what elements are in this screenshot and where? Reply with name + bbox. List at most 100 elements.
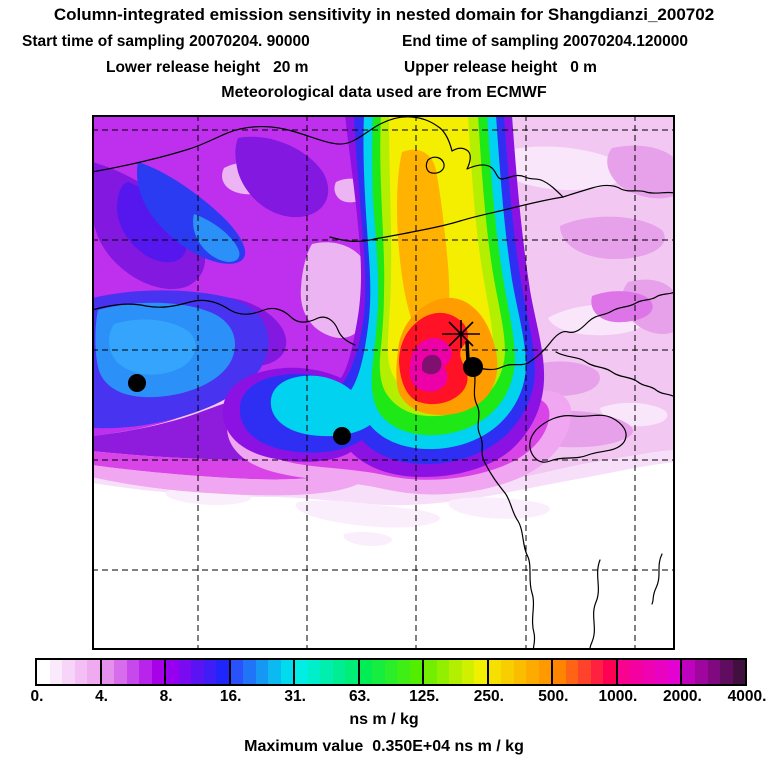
contour-patch-24 — [193, 214, 240, 262]
colorbar-cell — [114, 660, 127, 684]
colorbar-cell — [216, 660, 229, 684]
pale-patch — [496, 146, 628, 191]
receptor-stem — [465, 340, 470, 362]
colorbar-cell — [87, 660, 100, 684]
map-svg — [92, 115, 675, 650]
colorbar-tick-label: 31. — [284, 688, 306, 705]
coastline — [651, 553, 663, 605]
map-frame — [92, 115, 675, 650]
station-markers — [128, 320, 483, 445]
colorbar-segment — [293, 660, 358, 684]
colorbar-cell — [461, 660, 475, 684]
contour-column-warm — [397, 149, 450, 324]
met-source-label: Meteorological data used are from ECMWF — [221, 84, 547, 101]
colorbar-cell — [682, 660, 695, 684]
south-fringe-pink — [93, 465, 367, 496]
coastline — [555, 351, 674, 398]
colorbar-segment — [551, 660, 616, 684]
receptor-star-icon — [448, 321, 474, 347]
start-time-label: Start time of sampling 20070204. 90000 — [22, 33, 310, 50]
colorbar-cell — [720, 660, 733, 684]
sensitivity-map — [92, 115, 675, 650]
colorbar-cell — [178, 660, 192, 684]
colorbar-cell — [590, 660, 604, 684]
colorbar-segment — [37, 660, 100, 684]
colorbar-tick-label: 16. — [219, 688, 242, 705]
colorbar-segment — [228, 660, 294, 684]
colorbar-cell — [501, 660, 514, 684]
colorbar-cell — [603, 660, 616, 684]
colorbar-segment — [357, 660, 423, 684]
colorbar-cell — [295, 660, 308, 684]
colorbar-tick-label: 8. — [159, 688, 173, 705]
pale-wisp — [448, 497, 550, 519]
colorbar-cell — [74, 660, 88, 684]
colorbar-segment — [422, 660, 487, 684]
map-field — [93, 116, 674, 649]
border-line — [93, 299, 356, 346]
colorbar-cell — [630, 660, 643, 684]
colorbar-tick-label: 2000. — [663, 688, 702, 705]
colorbar-cell — [126, 660, 140, 684]
colorbar-cell — [280, 660, 294, 684]
colorbar-cell — [62, 660, 75, 684]
colorbar-units: ns m / kg — [349, 711, 419, 728]
pale-wisp — [295, 500, 440, 528]
contour-patch-12 — [116, 182, 187, 263]
colorbar-tick-label: 250. — [473, 688, 504, 705]
colorbar-tick-label: 0. — [30, 688, 44, 705]
colorbar-cell — [372, 660, 385, 684]
colorbar-cell — [565, 660, 579, 684]
colorbar-tick-label: 4000. — [727, 688, 767, 705]
mauve-patch — [560, 216, 665, 260]
colorbar-cell — [139, 660, 152, 684]
contour-core-max — [422, 354, 442, 375]
colorbar-cell — [359, 660, 373, 684]
station-dot — [333, 427, 351, 445]
graticule — [93, 116, 674, 649]
mauve-dark-patch — [591, 291, 653, 323]
colorbar-cell — [449, 660, 462, 684]
peninsula-outline — [529, 414, 627, 463]
colorbar-cell — [166, 660, 179, 684]
colorbar-cell — [345, 660, 358, 684]
colorbar-cell — [513, 660, 527, 684]
colorbar-segment — [164, 660, 229, 684]
colorbar-cell — [642, 660, 656, 684]
colorbar-tick-label: 4. — [95, 688, 108, 705]
colorbar-cell — [101, 660, 115, 684]
colorbar-segment — [615, 660, 681, 684]
colorbar-cell — [203, 660, 217, 684]
coastline — [472, 367, 536, 649]
coastline — [472, 291, 674, 371]
colorbar-cell — [617, 660, 631, 684]
colorbar-cell — [667, 660, 681, 684]
colorbar-cell — [526, 660, 539, 684]
colorbar-cell — [397, 660, 410, 684]
end-time-label: End time of sampling 20070204.120000 — [402, 33, 689, 50]
colorbar-cell — [230, 660, 244, 684]
colorbar-segment — [486, 660, 552, 684]
colorbar-cell — [424, 660, 437, 684]
colorbar-cell — [332, 660, 346, 684]
colorbar-cell — [151, 660, 165, 684]
border-line — [93, 116, 564, 198]
colorbar-cell — [49, 660, 63, 684]
colorbar-ticks: 0. 4. 8. 16. 31. 63. 125. 250. 500. 1000. 2000. 400… — [0, 688, 768, 708]
max-value-label: Maximum value 0.350E+04 ns m / kg — [244, 738, 524, 755]
colorbar-tick-label: 1000. — [598, 688, 638, 705]
pale-wisp — [343, 531, 392, 546]
colorbar-tick-label: 500. — [538, 688, 569, 705]
colorbar-cell — [191, 660, 204, 684]
border-line — [329, 184, 674, 243]
colorbar-cell — [384, 660, 398, 684]
colorbar-cell — [409, 660, 423, 684]
colorbar-tick-label: 63. — [348, 688, 371, 705]
colorbar-cell — [474, 660, 487, 684]
colorbar-cell — [255, 660, 269, 684]
coastlines — [93, 116, 674, 649]
contour-patch-8 — [235, 136, 329, 218]
colorbar-cell — [538, 660, 552, 684]
colorbar-cell — [320, 660, 333, 684]
